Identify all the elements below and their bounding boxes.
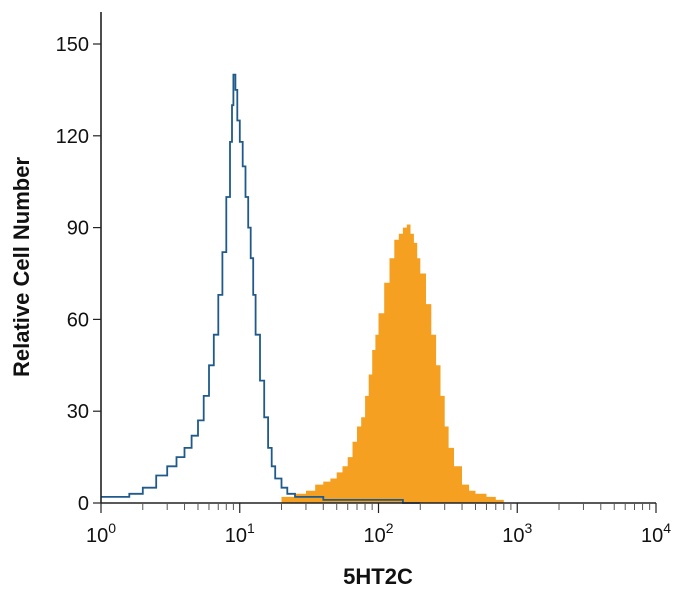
y-tick-label: 120 [56, 126, 89, 148]
x-axis-title: 5HT2C [343, 564, 413, 589]
outline-histogram-series [101, 73, 421, 504]
x-tick-label: 103 [502, 520, 532, 547]
y-tick-label: 150 [56, 34, 89, 56]
series-layer [101, 73, 504, 504]
y-tick-label: 30 [67, 401, 89, 423]
y-tick-label: 0 [78, 493, 89, 515]
y-axis-title: Relative Cell Number [9, 157, 34, 378]
y-tick-label: 60 [67, 309, 89, 331]
filled-histogram-series [264, 224, 504, 503]
x-tick-label: 100 [86, 520, 116, 547]
x-tick-label: 102 [363, 520, 393, 547]
x-tick-label: 101 [225, 520, 255, 547]
y-tick-label: 90 [67, 218, 89, 240]
x-tick-label: 104 [641, 520, 671, 547]
